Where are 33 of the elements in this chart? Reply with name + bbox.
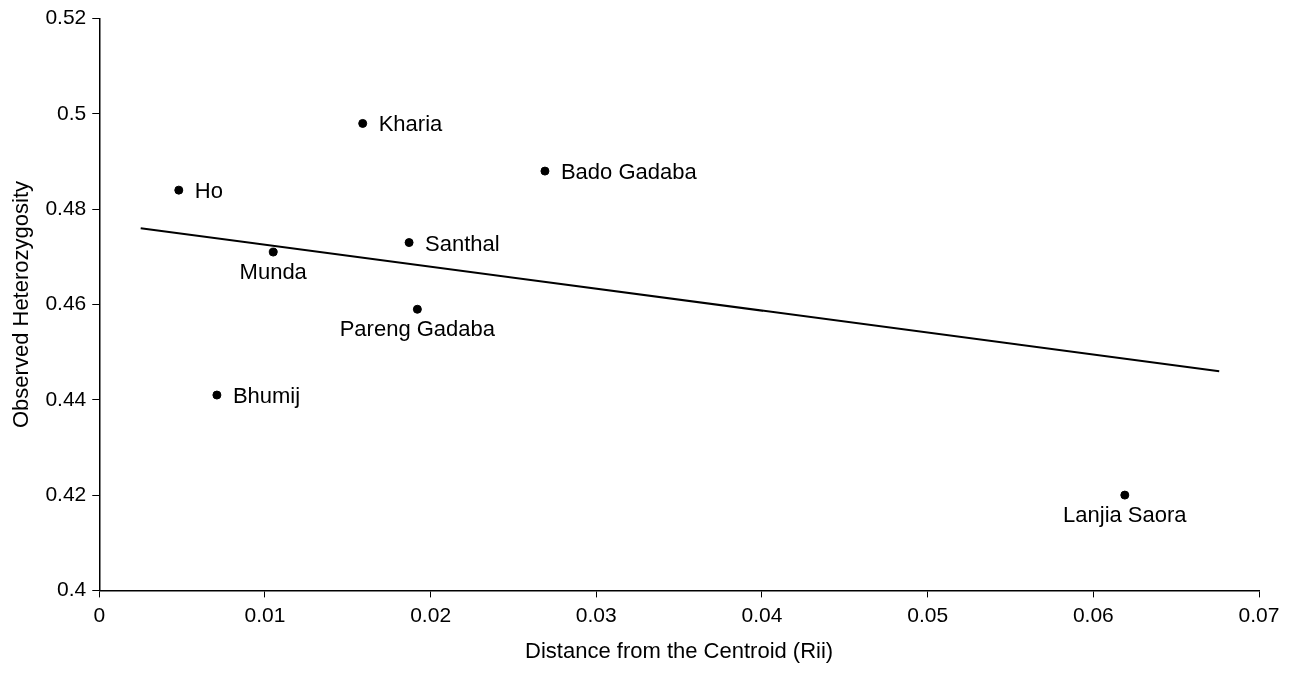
point <box>174 185 184 195</box>
y-tick-label: 0.42 <box>45 481 87 505</box>
x-tick-label: 0.06 <box>1072 602 1114 626</box>
annotation: Kharia <box>378 111 444 137</box>
annotation: Munda <box>239 259 308 285</box>
point <box>404 238 414 248</box>
point <box>540 166 550 176</box>
point <box>212 390 222 400</box>
y-tick-label: 0.52 <box>45 5 87 29</box>
annotation: Pareng Gadaba <box>339 316 496 342</box>
point <box>412 304 422 314</box>
y-tick-label: 0.5 <box>57 100 87 124</box>
y-tick-label: 0.48 <box>45 196 87 219</box>
x-axis-title: Distance from the Centroid (Rii) <box>525 637 834 663</box>
y-tick-label: 0.44 <box>45 386 87 410</box>
annotation: Bhumij <box>232 383 301 409</box>
annotation: Bado Gadaba <box>560 159 698 185</box>
x-tick-label: 0.02 <box>410 602 452 626</box>
annotation: Santhal <box>425 230 500 256</box>
x-tick-label: 0.03 <box>575 602 617 626</box>
annotation: Lanjia Saora <box>1063 502 1188 528</box>
point <box>268 247 278 257</box>
y-tick-label: 0.46 <box>45 291 87 315</box>
x-tick-label: 0 <box>93 602 106 626</box>
point <box>1120 490 1130 500</box>
y-tick-label: 0.4 <box>57 577 87 601</box>
point <box>358 118 368 128</box>
x-tick-label: 0.04 <box>741 602 783 626</box>
annotation: Ho <box>194 178 223 204</box>
x-tick-label: 0.01 <box>244 602 286 626</box>
y-axis-title: Observed Heterozygosity <box>8 181 34 428</box>
x-tick-label: 0.05 <box>907 602 949 626</box>
x-tick-label: 0.07 <box>1238 602 1280 626</box>
